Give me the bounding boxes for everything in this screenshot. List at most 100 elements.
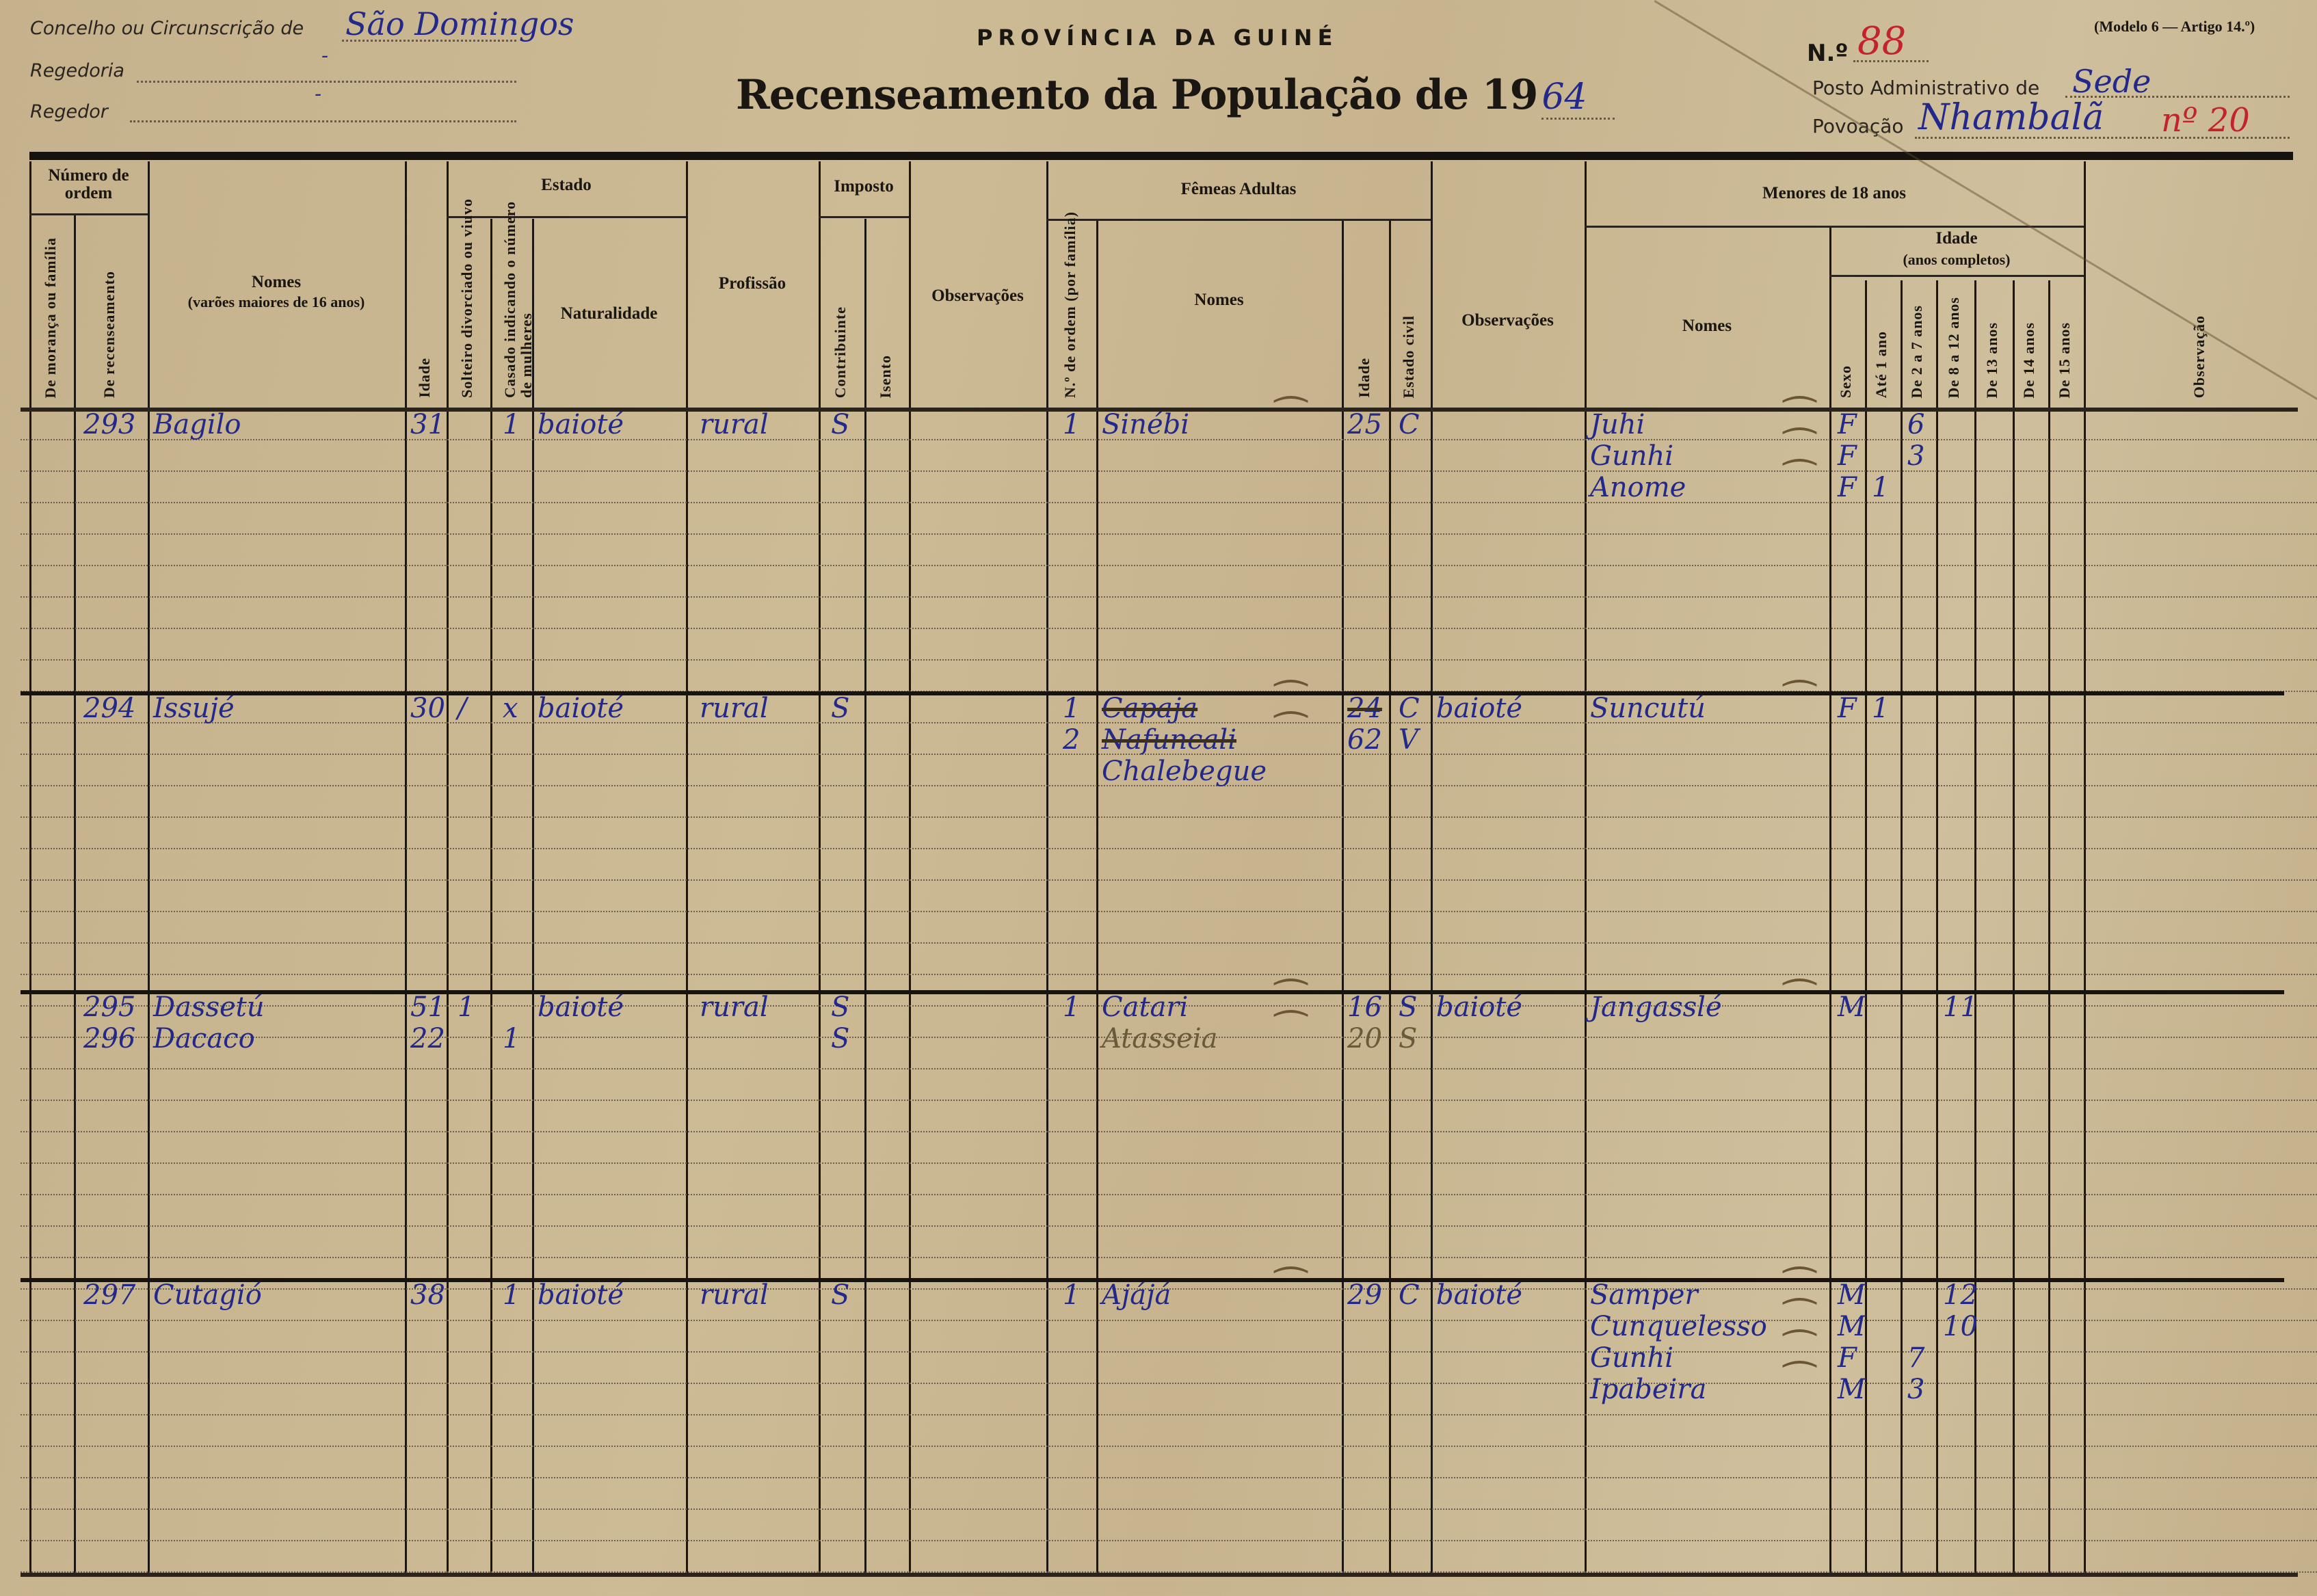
dotted-row-line	[21, 974, 2317, 975]
minor-sex: F	[1838, 472, 1857, 503]
minor-name: Juhi	[1590, 409, 1645, 440]
census-number: 293	[83, 409, 136, 440]
naturalidade: baioté	[538, 409, 624, 440]
minor-age: 12	[1943, 1279, 1978, 1311]
minor-sex: F	[1838, 440, 1857, 472]
female-order-number: 1	[1063, 1279, 1081, 1311]
profissao: rural	[700, 992, 769, 1023]
header-nomes-varoes-sub: (varões maiores de 16 anos)	[187, 293, 365, 310]
casado-count: x	[503, 693, 518, 724]
header-menores: Menores de 18 anos	[1762, 184, 1906, 202]
female-name-corrected: Chalebegue	[1102, 756, 1267, 787]
man-age: 22	[410, 1023, 445, 1054]
record-separator	[21, 1278, 2284, 1282]
dotted-row-line	[21, 911, 2317, 912]
column-divider	[447, 161, 449, 1573]
check-mark-icon: ⁀	[1784, 1330, 1816, 1374]
minor-name: Anome	[1590, 472, 1686, 503]
minor-name: Ipabeira	[1590, 1374, 1707, 1405]
header-de13: De 13 anos	[1983, 321, 2000, 398]
man-name: Dacaco	[153, 1023, 255, 1054]
regedoria-label: Regedoria	[30, 60, 124, 81]
dotted-row-line	[21, 1383, 2317, 1384]
check-mark-icon: ⁀	[1784, 397, 1816, 441]
concelho-label: Concelho ou Circunscrição de	[30, 18, 304, 39]
column-divider	[909, 161, 911, 1573]
minor-name: Jangasslé	[1590, 992, 1722, 1023]
check-mark-icon: ⁀	[1784, 680, 1816, 725]
column-divider	[1936, 280, 1938, 1573]
minor-age: 10	[1943, 1311, 1978, 1342]
check-mark-icon: ⁀	[1275, 1011, 1307, 1055]
column-divider	[819, 161, 821, 1573]
man-age: 31	[410, 409, 445, 440]
record-separator	[21, 691, 2284, 695]
header-de8a12: De 8 a 12 anos	[1945, 296, 1962, 398]
female-order-number: 1	[1063, 693, 1081, 724]
minor-age: 1	[1872, 693, 1890, 724]
check-mark-icon: ⁀	[1275, 680, 1307, 725]
check-mark-icon: ⁀	[1275, 1267, 1307, 1312]
dotted-row-line	[21, 1100, 2317, 1101]
column-divider	[490, 219, 492, 1573]
female-age: 20	[1347, 1023, 1382, 1054]
header-f-estado: Estado civil	[1399, 315, 1417, 398]
dotted-row-line	[21, 439, 2317, 440]
female-civil-state: C	[1399, 409, 1420, 440]
dotted-row-line	[21, 1571, 2317, 1573]
dotted-row-line	[21, 1446, 2317, 1447]
column-divider	[1342, 219, 1344, 1573]
minor-age: 6	[1907, 409, 1925, 440]
contribuinte-mark: S	[831, 1279, 850, 1311]
female-observacoes: baioté	[1436, 693, 1523, 724]
posto-label: Posto Administrativo de	[1812, 77, 2040, 99]
contribuinte-mark: S	[831, 1023, 850, 1054]
minor-sex: M	[1838, 1374, 1866, 1405]
female-name: Ajájá	[1102, 1279, 1171, 1311]
dotted-row-line	[21, 565, 2317, 566]
man-age: 38	[410, 1279, 445, 1311]
header-femeas-adultas: Fêmeas Adultas	[1180, 180, 1297, 198]
header-observacoes: Observações	[931, 287, 1024, 305]
female-age: 24	[1347, 693, 1382, 724]
header-profissao: Profissão	[718, 274, 786, 293]
record-separator	[21, 990, 2284, 994]
column-divider	[148, 161, 150, 1573]
column-divider	[686, 161, 688, 1573]
posto-value: Sede	[2072, 63, 2152, 100]
dotted-row-line	[21, 816, 2317, 818]
povoacao-value: Nhambalã	[1918, 97, 2104, 138]
header-idade: Idade	[415, 358, 433, 398]
minor-sex: M	[1838, 1279, 1866, 1311]
table-bottom-rule	[21, 1573, 2298, 1577]
dotted-row-line	[21, 1037, 2317, 1038]
minor-name: Cunquelesso	[1590, 1311, 1767, 1342]
header-de14: De 14 anos	[2020, 321, 2037, 398]
column-divider	[74, 215, 76, 1573]
header-f-nomes: Nomes	[1194, 291, 1244, 309]
man-age: 51	[410, 992, 445, 1023]
dotted-row-line	[21, 1288, 2317, 1290]
dotted-row-line	[21, 848, 2317, 849]
female-age: 62	[1347, 724, 1382, 756]
female-order-number: 1	[1063, 409, 1081, 440]
man-name: Bagilo	[153, 409, 241, 440]
column-divider	[532, 219, 534, 1573]
header-contribuinte: Contribuinte	[831, 306, 849, 398]
column-divider	[864, 219, 866, 1573]
dotted-row-line	[21, 1225, 2317, 1227]
dotted-row-line	[21, 1068, 2317, 1069]
dotted-row-line	[21, 1477, 2317, 1478]
check-mark-icon: ⁀	[1784, 1361, 1816, 1406]
column-divider	[1865, 280, 1867, 1573]
top-rule	[29, 152, 2293, 160]
dotted-row-line	[21, 1162, 2317, 1164]
header-de-recenseamento: De recenseamento	[101, 270, 118, 398]
column-divider	[2084, 161, 2086, 1573]
header-naturalidade: Naturalidade	[560, 304, 658, 323]
contribuinte-mark: S	[831, 992, 850, 1023]
minor-sex: F	[1838, 1342, 1857, 1374]
title-row: Recenseamento da População de 19 64	[736, 71, 1615, 120]
regedor-value: -	[315, 82, 322, 106]
female-order-number: 2	[1063, 724, 1081, 756]
